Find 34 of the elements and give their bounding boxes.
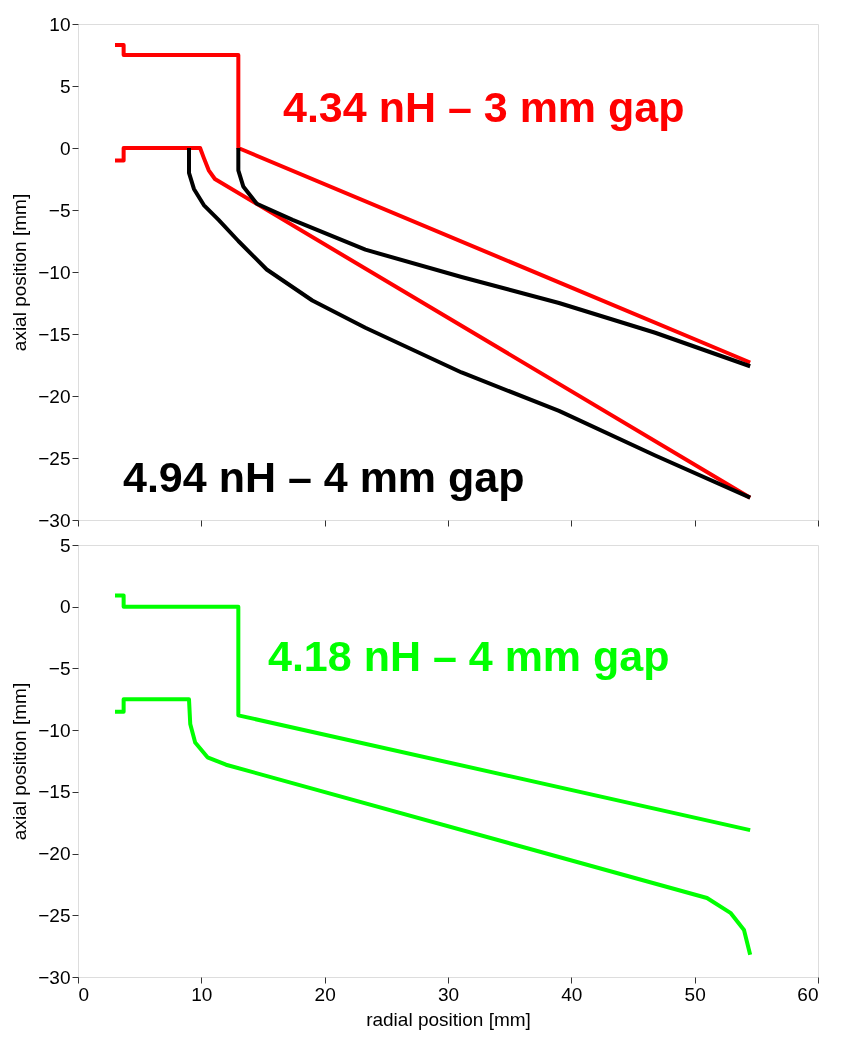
y-tick-label: −20: [38, 385, 71, 407]
y-axis-title: axial position [mm]: [9, 682, 31, 841]
line-series: [236, 146, 753, 369]
x-tick-label: 10: [191, 983, 213, 1005]
y-tick-label: −15: [38, 323, 71, 345]
y-tick-label: 10: [49, 13, 71, 35]
y-tick-label: −30: [38, 966, 71, 988]
x-tick-label: 30: [437, 983, 460, 1005]
x-tick-label: 20: [314, 983, 336, 1005]
y-tick-label: −30: [38, 509, 71, 531]
y-axis-title: axial position [mm]: [9, 193, 31, 352]
y-tick-label: −5: [48, 657, 71, 679]
y-tick-label: −15: [38, 781, 71, 803]
x-tick-label: 0: [78, 983, 90, 1005]
y-tick-label: −25: [38, 447, 71, 469]
y-tick-label: −5: [48, 199, 71, 221]
y-tick-label: 5: [59, 75, 71, 97]
series-label: 4.18 nH – 4 mm gap: [268, 632, 670, 680]
x-tick-label: 50: [684, 983, 706, 1005]
y-tick-label: 5: [59, 534, 71, 556]
y-tick-label: −10: [38, 719, 71, 741]
series-label: 4.34 nH – 3 mm gap: [283, 83, 685, 131]
x-axis-title: radial position [mm]: [366, 1008, 531, 1030]
line-series: [113, 43, 753, 365]
y-tick-label: −25: [38, 904, 71, 926]
y-tick-label: −20: [38, 843, 71, 865]
x-tick-label: 60: [797, 983, 819, 1005]
y-tick-label: 0: [59, 596, 71, 618]
y-tick-label: 0: [59, 137, 71, 159]
text: 4.94 nH – 4 mm gap: [123, 453, 525, 501]
y-tick-label: −10: [38, 261, 71, 283]
line-series: [113, 697, 753, 957]
x-tick-label: 40: [561, 983, 583, 1005]
line-series: [113, 593, 753, 833]
